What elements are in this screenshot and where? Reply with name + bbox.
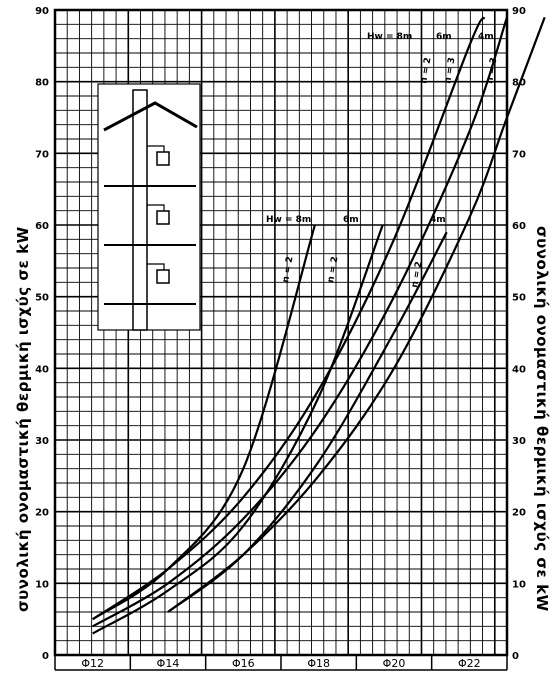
y-axis-title-left: συνολική ονομαστική θερμική ισχύς σε kW xyxy=(14,226,32,612)
y-tick-label-left: 30 xyxy=(35,436,49,447)
top-6m-label: 6m xyxy=(436,32,452,42)
x-tick-label: Φ20 xyxy=(383,657,406,670)
y-tick-label-right: 50 xyxy=(512,293,526,304)
y-tick-label-right: 20 xyxy=(512,508,526,519)
y-tick-label-right: 90 xyxy=(512,6,526,17)
top-4m-label: 4m xyxy=(478,32,494,42)
y-tick-label-left: 90 xyxy=(35,6,49,17)
lower-series-line-8m xyxy=(92,224,316,621)
mid-6m-label: 6m xyxy=(343,215,359,225)
mid-header-label: Hw = 8m xyxy=(266,215,311,225)
y-tick-label-left: 50 xyxy=(35,293,49,304)
building-illustration xyxy=(97,83,201,331)
n3-label-1: n = 3 xyxy=(443,57,457,85)
top-header-label: Hw = 8m xyxy=(367,32,412,42)
n2-label-4: n = 2 xyxy=(419,57,433,85)
y-tick-label-left: 40 xyxy=(35,364,49,375)
plot-frame xyxy=(53,8,509,657)
y-tick-label-left: 80 xyxy=(35,78,49,89)
y-tick-label-right: 60 xyxy=(512,221,526,232)
n2-label-3: n = 2 xyxy=(410,261,424,289)
curves xyxy=(92,16,546,635)
x-tick-label: Φ16 xyxy=(232,657,255,670)
y-tick-label-left: 20 xyxy=(35,508,49,519)
mid-4m-label: 4m xyxy=(430,215,446,225)
y-tick-label-left: 60 xyxy=(35,221,49,232)
n2-label-2: n = 2 xyxy=(326,256,340,284)
y-tick-label-right: 40 xyxy=(512,364,526,375)
y-tick-label-right: 10 xyxy=(512,579,526,590)
y-tick-label-right: 30 xyxy=(512,436,526,447)
y-axis-title-right: συνολική ονομαστική θερμική ισχύς σε kW xyxy=(533,226,551,612)
y-tick-label-left: 10 xyxy=(35,579,49,590)
x-tick-label: Φ14 xyxy=(157,657,180,670)
y-tick-label-right: 70 xyxy=(512,149,526,160)
x-tick-label: Φ18 xyxy=(307,657,330,670)
grid-lines xyxy=(54,9,508,671)
y-tick-label-left: 70 xyxy=(35,149,49,160)
y-tick-label-left: 0 xyxy=(42,651,49,662)
y-axis-left: 0 10 20 30 40 50 60 70 80 90 xyxy=(35,6,49,662)
n3-label-2: n = 3 xyxy=(485,57,499,85)
lower-series-line-6m xyxy=(92,224,384,635)
x-tick-label: Φ22 xyxy=(458,657,481,670)
lower-series-line-4m xyxy=(167,231,448,613)
x-axis: Φ12 Φ14 Φ16 Φ18 Φ20 Φ22 xyxy=(81,657,480,670)
y-tick-label-right: 0 xyxy=(512,651,519,662)
x-tick-label: Φ12 xyxy=(81,657,104,670)
n2-label-1: n = 2 xyxy=(281,256,295,284)
series-line-6m xyxy=(92,16,509,628)
series-line-4m xyxy=(167,16,546,613)
